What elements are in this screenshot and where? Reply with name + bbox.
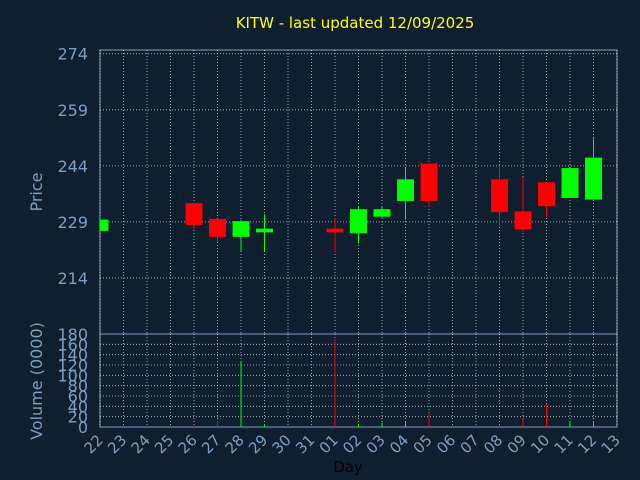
candle-body: [538, 182, 555, 207]
x-tick-label: 13: [598, 431, 624, 457]
price-tick-label: 244: [57, 157, 88, 176]
x-tick-label: 01: [316, 431, 342, 457]
x-tick-label: 11: [551, 431, 577, 457]
volume-tick-label: 120: [57, 356, 88, 375]
volume-tick-label: 60: [68, 387, 88, 406]
candle: [256, 214, 273, 252]
x-tick-label: 29: [245, 431, 271, 457]
candle: [397, 167, 414, 220]
candle-body: [100, 219, 109, 231]
candle-body: [232, 221, 250, 237]
x-tick-label: 31: [292, 431, 318, 457]
candle: [420, 163, 438, 207]
candle: [491, 166, 508, 227]
candle-body: [326, 228, 344, 233]
candle-body: [491, 179, 508, 213]
candle-body: [420, 163, 438, 201]
candle-body: [585, 157, 602, 200]
volume-tick-label: 180: [57, 325, 88, 344]
candle-body: [256, 228, 273, 233]
volume-tick-label: 0: [78, 418, 88, 437]
x-tick-label: 26: [175, 431, 201, 457]
x-tick-label: 06: [433, 431, 459, 457]
x-tick-label: 30: [269, 431, 295, 457]
candle-body: [514, 211, 532, 230]
candle: [538, 182, 555, 217]
price-tick-label: 274: [57, 45, 88, 64]
volume-tick-label: 20: [68, 408, 88, 427]
x-tick-label: 10: [527, 431, 553, 457]
candle-body: [373, 209, 391, 217]
x-tick-label: 05: [410, 431, 436, 457]
price-tick-label: 214: [57, 269, 88, 288]
price-axis-label: Price: [27, 172, 46, 211]
candle: [100, 218, 109, 231]
price-tick-label: 259: [57, 101, 88, 120]
candle: [373, 206, 391, 218]
volume-axis-label: Volume (0000): [27, 322, 46, 440]
x-tick-label: 08: [480, 431, 506, 457]
candle: [326, 218, 344, 252]
chart-title: KITW - last updated 12/09/2025: [235, 14, 475, 32]
candle-body: [209, 218, 226, 237]
volume-tick-label: 100: [57, 366, 88, 385]
candle-body: [350, 209, 367, 234]
candle-body: [185, 203, 203, 225]
candle: [209, 218, 226, 243]
volume-tick-label: 40: [68, 397, 88, 416]
volume-tick-label: 80: [68, 377, 88, 396]
x-tick-label: 07: [457, 431, 483, 457]
candle-body: [561, 168, 579, 198]
x-tick-label: 04: [386, 431, 412, 457]
candle: [350, 206, 367, 244]
candle: [585, 138, 602, 200]
x-tick-label: 23: [104, 431, 130, 457]
x-tick-label: 02: [339, 431, 365, 457]
volume-panel-frame: [99, 333, 618, 428]
candle: [232, 219, 250, 252]
x-tick-label: 24: [128, 431, 154, 457]
x-tick-label: 25: [151, 431, 177, 457]
x-tick-label: 09: [504, 431, 530, 457]
candle-body: [397, 179, 414, 201]
x-tick-label: 03: [363, 431, 389, 457]
x-tick-label: 27: [198, 431, 224, 457]
x-tick-label: 12: [574, 431, 600, 457]
price-tick-label: 229: [57, 213, 88, 232]
candle: [561, 168, 579, 198]
volume-tick-label: 160: [57, 335, 88, 354]
x-tick-label: 28: [222, 431, 248, 457]
volume-tick-label: 140: [57, 346, 88, 365]
x-axis-label: Day: [333, 458, 363, 476]
candle: [185, 202, 203, 230]
candle: [514, 177, 532, 232]
